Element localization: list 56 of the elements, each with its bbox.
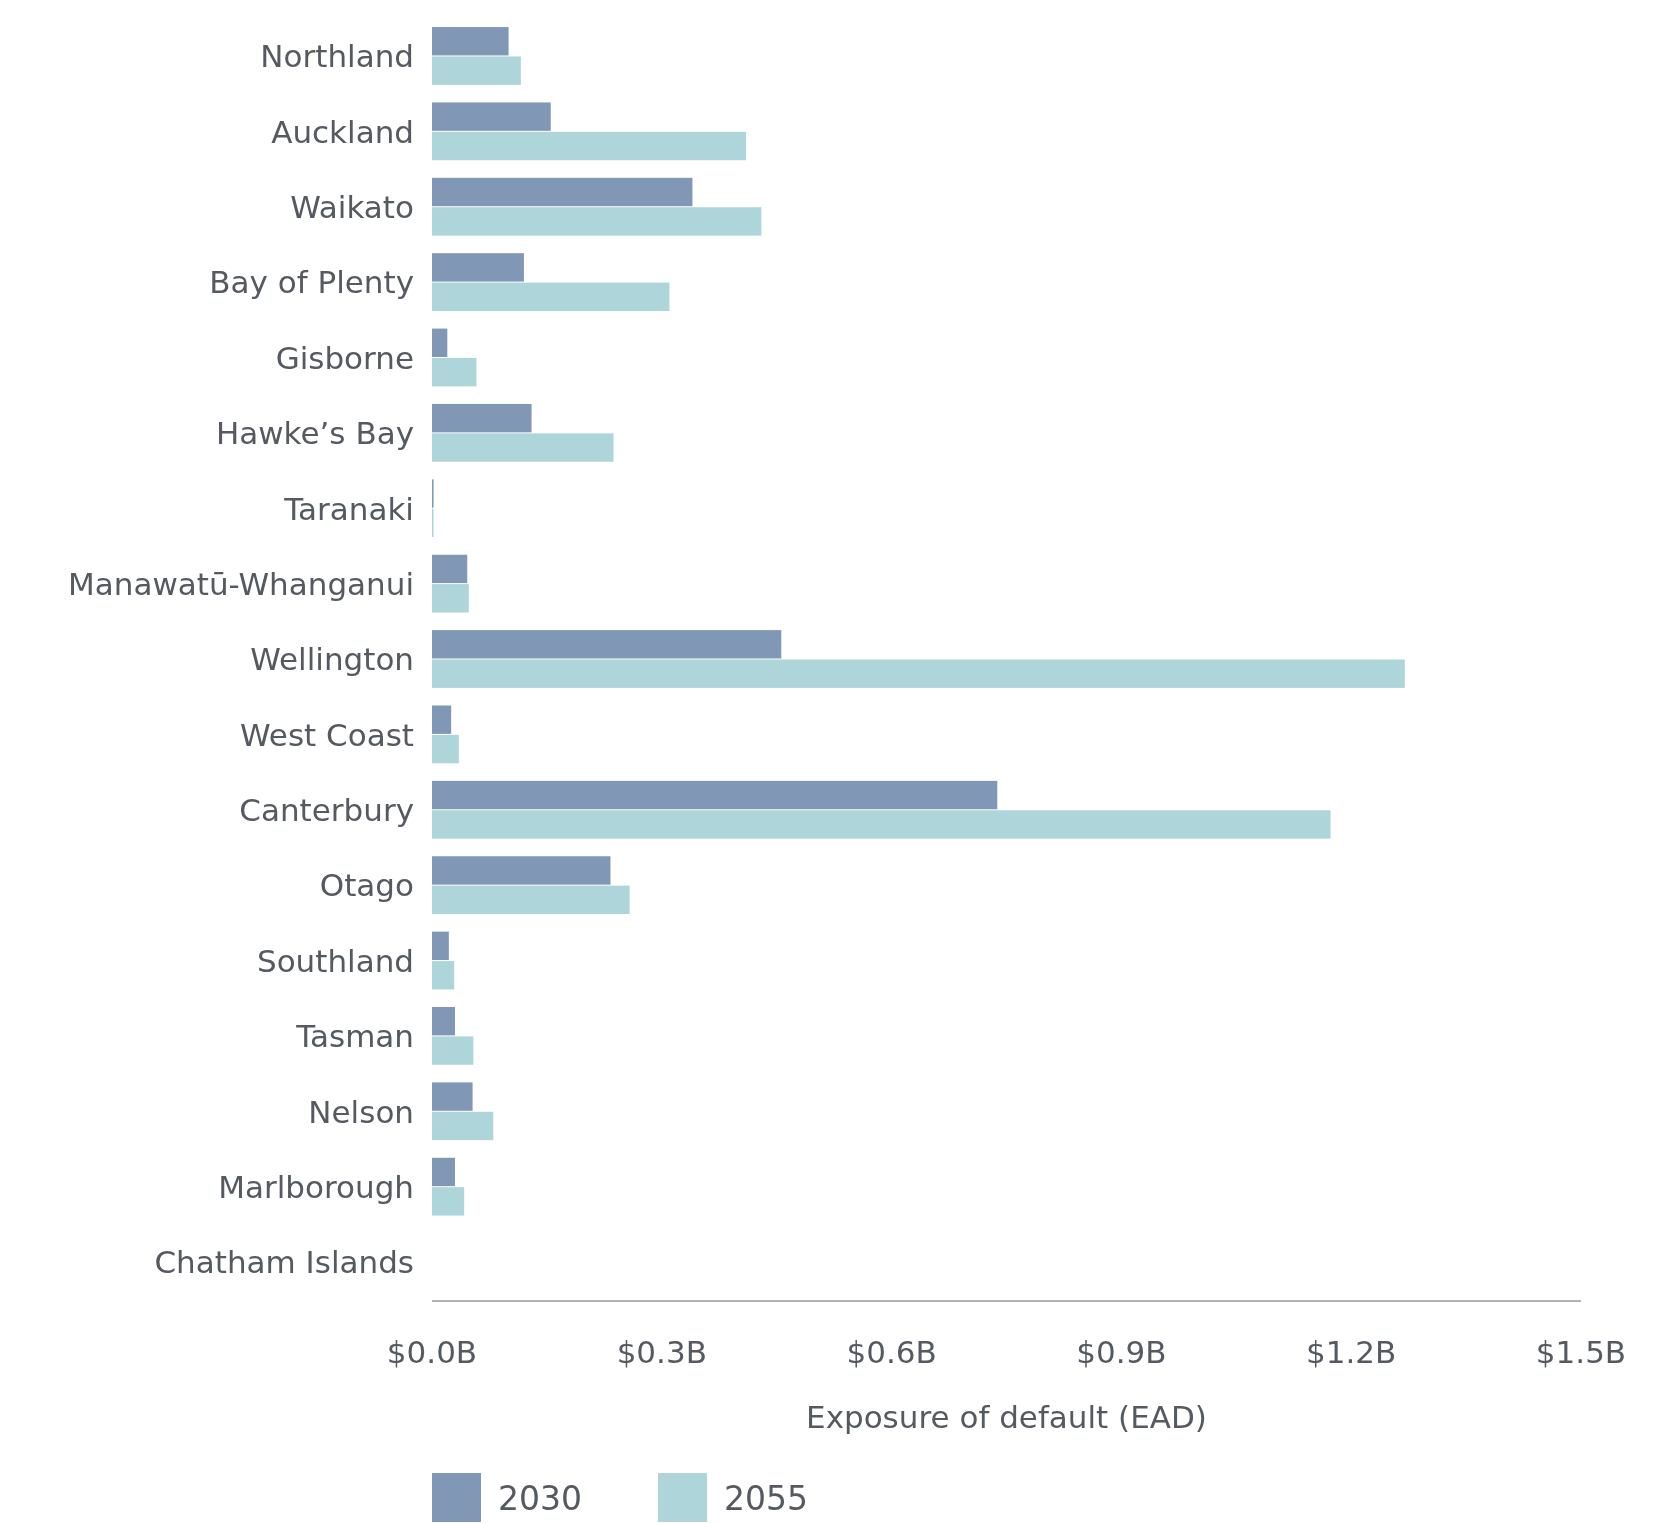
- y-tick-label: Southland: [256, 942, 414, 979]
- bar: [432, 630, 782, 659]
- bar: [432, 931, 449, 961]
- y-tick-label: Manawatū-Whanganui: [68, 565, 414, 602]
- y-tick-label: Marlborough: [218, 1169, 414, 1206]
- bar: [432, 328, 448, 357]
- y-tick-label: Otago: [319, 867, 414, 904]
- y-tick-label: Bay of Plenty: [209, 264, 414, 301]
- y-tick-label: Waikato: [290, 189, 414, 226]
- x-tick-label: $0.6B: [846, 1334, 937, 1370]
- bar: [432, 207, 762, 236]
- y-tick-label: Chatham Islands: [154, 1244, 414, 1281]
- bar: [432, 56, 521, 85]
- bar: [432, 554, 468, 584]
- x-tick-label: $1.5B: [1535, 1334, 1627, 1370]
- bar: [432, 433, 614, 462]
- bar: [432, 961, 455, 990]
- bar: [432, 1007, 455, 1036]
- y-tick-label: Nelson: [308, 1093, 414, 1130]
- bar: [432, 357, 477, 387]
- y-tick-label: Taranaki: [283, 490, 414, 527]
- bar: [432, 780, 998, 810]
- bar: [432, 734, 459, 764]
- bar: [432, 131, 747, 161]
- y-tick-label: Hawke’s Bay: [215, 415, 414, 452]
- y-tick-label: Gisborne: [275, 339, 414, 376]
- bar: [432, 253, 524, 282]
- x-tick-label: $0.0B: [386, 1334, 478, 1370]
- bar: [432, 1157, 455, 1187]
- y-tick-label: Tasman: [295, 1018, 414, 1055]
- y-tick-label: Northland: [260, 38, 414, 75]
- bar: [432, 27, 509, 56]
- bar: [432, 1187, 465, 1216]
- legend-label: 2030: [498, 1478, 582, 1518]
- x-tick-label: $0.9B: [1076, 1334, 1167, 1370]
- bar: [432, 102, 551, 131]
- legend-label: 2055: [724, 1478, 808, 1518]
- bar: [432, 1036, 474, 1065]
- y-tick-label: Auckland: [271, 113, 414, 150]
- x-tick-label: $0.3B: [616, 1334, 707, 1370]
- y-tick-label: Canterbury: [239, 792, 414, 829]
- bar: [432, 810, 1331, 839]
- bar: [432, 885, 630, 915]
- bar: [432, 177, 693, 207]
- x-axis-title: Exposure of default (EAD): [806, 1399, 1207, 1435]
- bar: [432, 659, 1405, 688]
- bar: [432, 856, 611, 885]
- y-tick-label: Wellington: [250, 641, 414, 678]
- bar: [432, 1082, 473, 1111]
- bar: [432, 584, 469, 613]
- bar: [432, 705, 452, 734]
- bar: [432, 282, 670, 311]
- x-tick-label: $1.2B: [1306, 1334, 1397, 1370]
- bar: [432, 1111, 494, 1141]
- bar: [432, 403, 532, 433]
- y-tick-label: West Coast: [240, 716, 414, 753]
